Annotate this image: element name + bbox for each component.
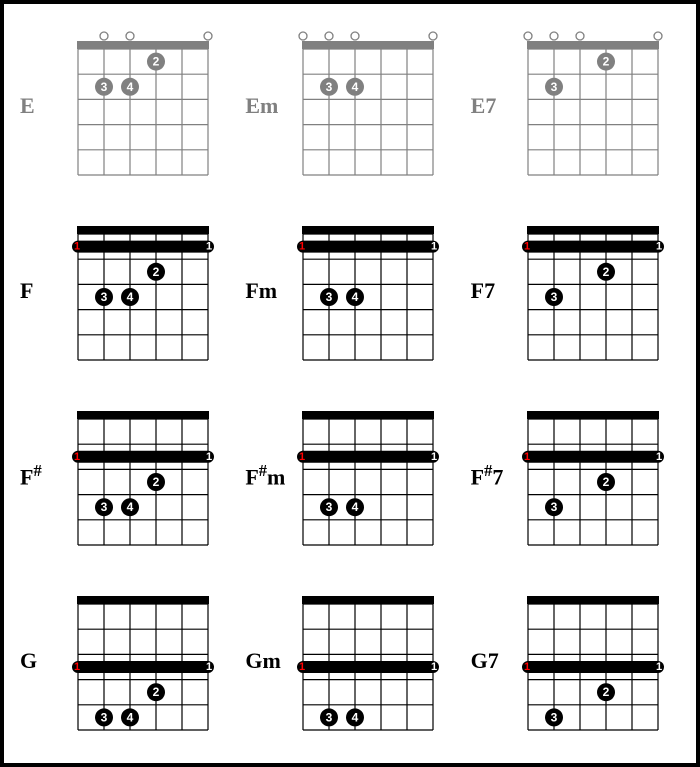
chord-cell: G7 1 1 2 3 <box>463 568 688 753</box>
svg-text:1: 1 <box>74 451 80 463</box>
chord-cell: F#m 1 1 3 4 <box>237 384 462 569</box>
chord-name-label: F#m <box>245 461 285 490</box>
svg-text:1: 1 <box>656 661 662 673</box>
chord-cell: Fm 1 1 3 4 <box>237 199 462 384</box>
svg-text:4: 4 <box>352 500 359 514</box>
svg-text:1: 1 <box>431 241 437 253</box>
chord-name-label: Fm <box>245 278 277 304</box>
svg-text:3: 3 <box>326 290 333 304</box>
svg-text:2: 2 <box>603 265 610 279</box>
svg-text:3: 3 <box>551 710 558 724</box>
chord-diagram: 1 1 2 3 4 <box>68 216 218 366</box>
chord-name-label: G7 <box>471 648 499 674</box>
svg-text:3: 3 <box>100 710 107 724</box>
svg-text:4: 4 <box>352 290 359 304</box>
svg-text:3: 3 <box>100 80 107 94</box>
svg-text:1: 1 <box>431 661 437 673</box>
svg-text:1: 1 <box>656 451 662 463</box>
chord-cell: Em34 <box>237 14 462 199</box>
chord-diagram: 1 1 2 3 <box>518 401 668 551</box>
svg-text:1: 1 <box>206 241 212 253</box>
svg-text:4: 4 <box>126 290 133 304</box>
chord-name-label: E <box>20 93 35 119</box>
svg-text:3: 3 <box>551 500 558 514</box>
svg-text:1: 1 <box>74 661 80 673</box>
svg-text:1: 1 <box>74 241 80 253</box>
chord-diagram: 1 1 3 4 <box>293 401 443 551</box>
chord-name-label: F# <box>20 461 42 490</box>
svg-text:2: 2 <box>152 265 159 279</box>
chord-name-label: Em <box>245 93 278 119</box>
svg-text:1: 1 <box>524 241 530 253</box>
svg-text:1: 1 <box>299 451 305 463</box>
chord-cell: G 1 1 2 3 4 <box>12 568 237 753</box>
svg-text:4: 4 <box>126 80 133 94</box>
svg-text:3: 3 <box>326 710 333 724</box>
svg-text:2: 2 <box>152 55 159 69</box>
chord-name-label: Gm <box>245 648 280 674</box>
svg-text:1: 1 <box>299 241 305 253</box>
chord-cell: F7 1 1 2 3 <box>463 199 688 384</box>
svg-text:1: 1 <box>206 451 212 463</box>
svg-text:1: 1 <box>206 661 212 673</box>
chord-cell: F# 1 1 2 3 4 <box>12 384 237 569</box>
chord-diagram: 1 1 3 4 <box>293 586 443 736</box>
chord-diagram: 1 1 2 3 4 <box>68 586 218 736</box>
chord-diagram: 1 1 3 4 <box>293 216 443 366</box>
chord-grid: E234Em34E723F11234Fm1134F71123F#11234F#m… <box>12 14 688 753</box>
chord-cell: E 2 3 4 <box>12 14 237 199</box>
chord-cell: F 1 1 2 3 4 <box>12 199 237 384</box>
svg-text:3: 3 <box>100 500 107 514</box>
svg-text:1: 1 <box>656 241 662 253</box>
chord-diagram: 23 <box>518 31 668 181</box>
chord-chart-page: E234Em34E723F11234Fm1134F71123F#11234F#m… <box>0 0 700 767</box>
svg-text:4: 4 <box>126 710 133 724</box>
svg-text:1: 1 <box>299 661 305 673</box>
svg-text:4: 4 <box>352 710 359 724</box>
chord-name-label: E7 <box>471 93 497 119</box>
svg-text:2: 2 <box>603 55 610 69</box>
svg-text:3: 3 <box>100 290 107 304</box>
chord-cell: E723 <box>463 14 688 199</box>
chord-diagram: 1 1 2 3 <box>518 586 668 736</box>
svg-text:1: 1 <box>524 661 530 673</box>
svg-text:3: 3 <box>551 290 558 304</box>
svg-text:3: 3 <box>326 500 333 514</box>
chord-name-label: G <box>20 648 37 674</box>
svg-text:2: 2 <box>603 475 610 489</box>
svg-text:4: 4 <box>126 500 133 514</box>
chord-name-label: F7 <box>471 278 495 304</box>
chord-diagram: 2 3 4 <box>68 31 218 181</box>
svg-text:2: 2 <box>152 475 159 489</box>
chord-name-label: F#7 <box>471 461 504 490</box>
chord-cell: F#7 1 1 2 3 <box>463 384 688 569</box>
svg-text:3: 3 <box>326 80 333 94</box>
svg-text:1: 1 <box>431 451 437 463</box>
svg-text:2: 2 <box>603 685 610 699</box>
chord-diagram: 1 1 2 3 4 <box>68 401 218 551</box>
svg-text:2: 2 <box>152 685 159 699</box>
svg-text:1: 1 <box>524 451 530 463</box>
svg-text:4: 4 <box>352 80 359 94</box>
chord-diagram: 1 1 2 3 <box>518 216 668 366</box>
chord-diagram: 34 <box>293 31 443 181</box>
chord-cell: Gm 1 1 3 4 <box>237 568 462 753</box>
chord-name-label: F <box>20 278 33 304</box>
svg-text:3: 3 <box>551 80 558 94</box>
